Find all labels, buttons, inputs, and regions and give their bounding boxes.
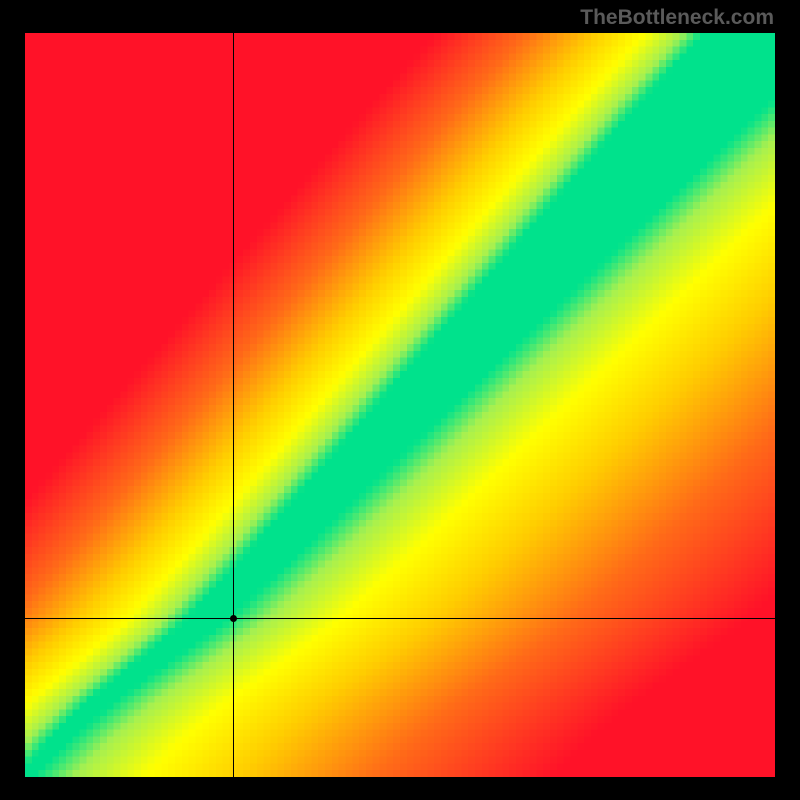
bottleneck-heatmap xyxy=(25,33,775,777)
watermark-text: TheBottleneck.com xyxy=(580,6,774,30)
chart-container: TheBottleneck.com xyxy=(0,0,800,800)
